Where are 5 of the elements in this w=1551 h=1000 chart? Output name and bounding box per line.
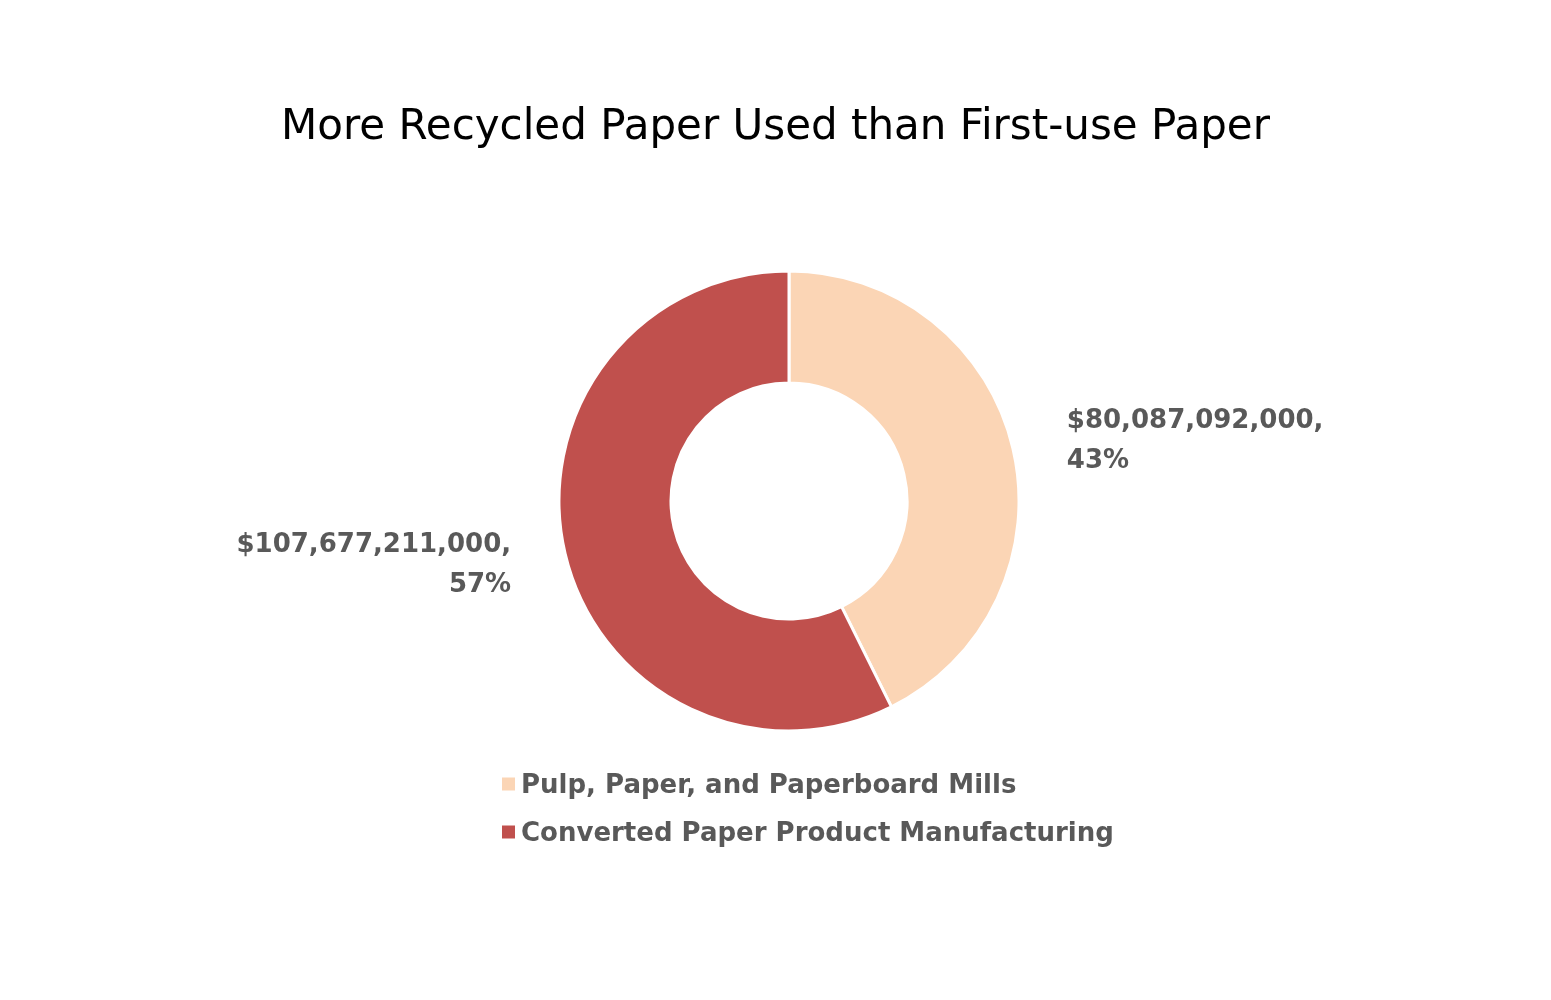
legend-label: Pulp, Paper, and Paperboard Mills (521, 769, 1017, 799)
data-label: $80,087,092,000, 43% (1066, 404, 1324, 475)
data-label: $107,677,211,000, 57% (236, 527, 512, 598)
chart-title: More Recycled Paper Used than First-use Paper (281, 99, 1271, 149)
legend-label: Converted Paper Product Manufacturing (521, 817, 1114, 847)
